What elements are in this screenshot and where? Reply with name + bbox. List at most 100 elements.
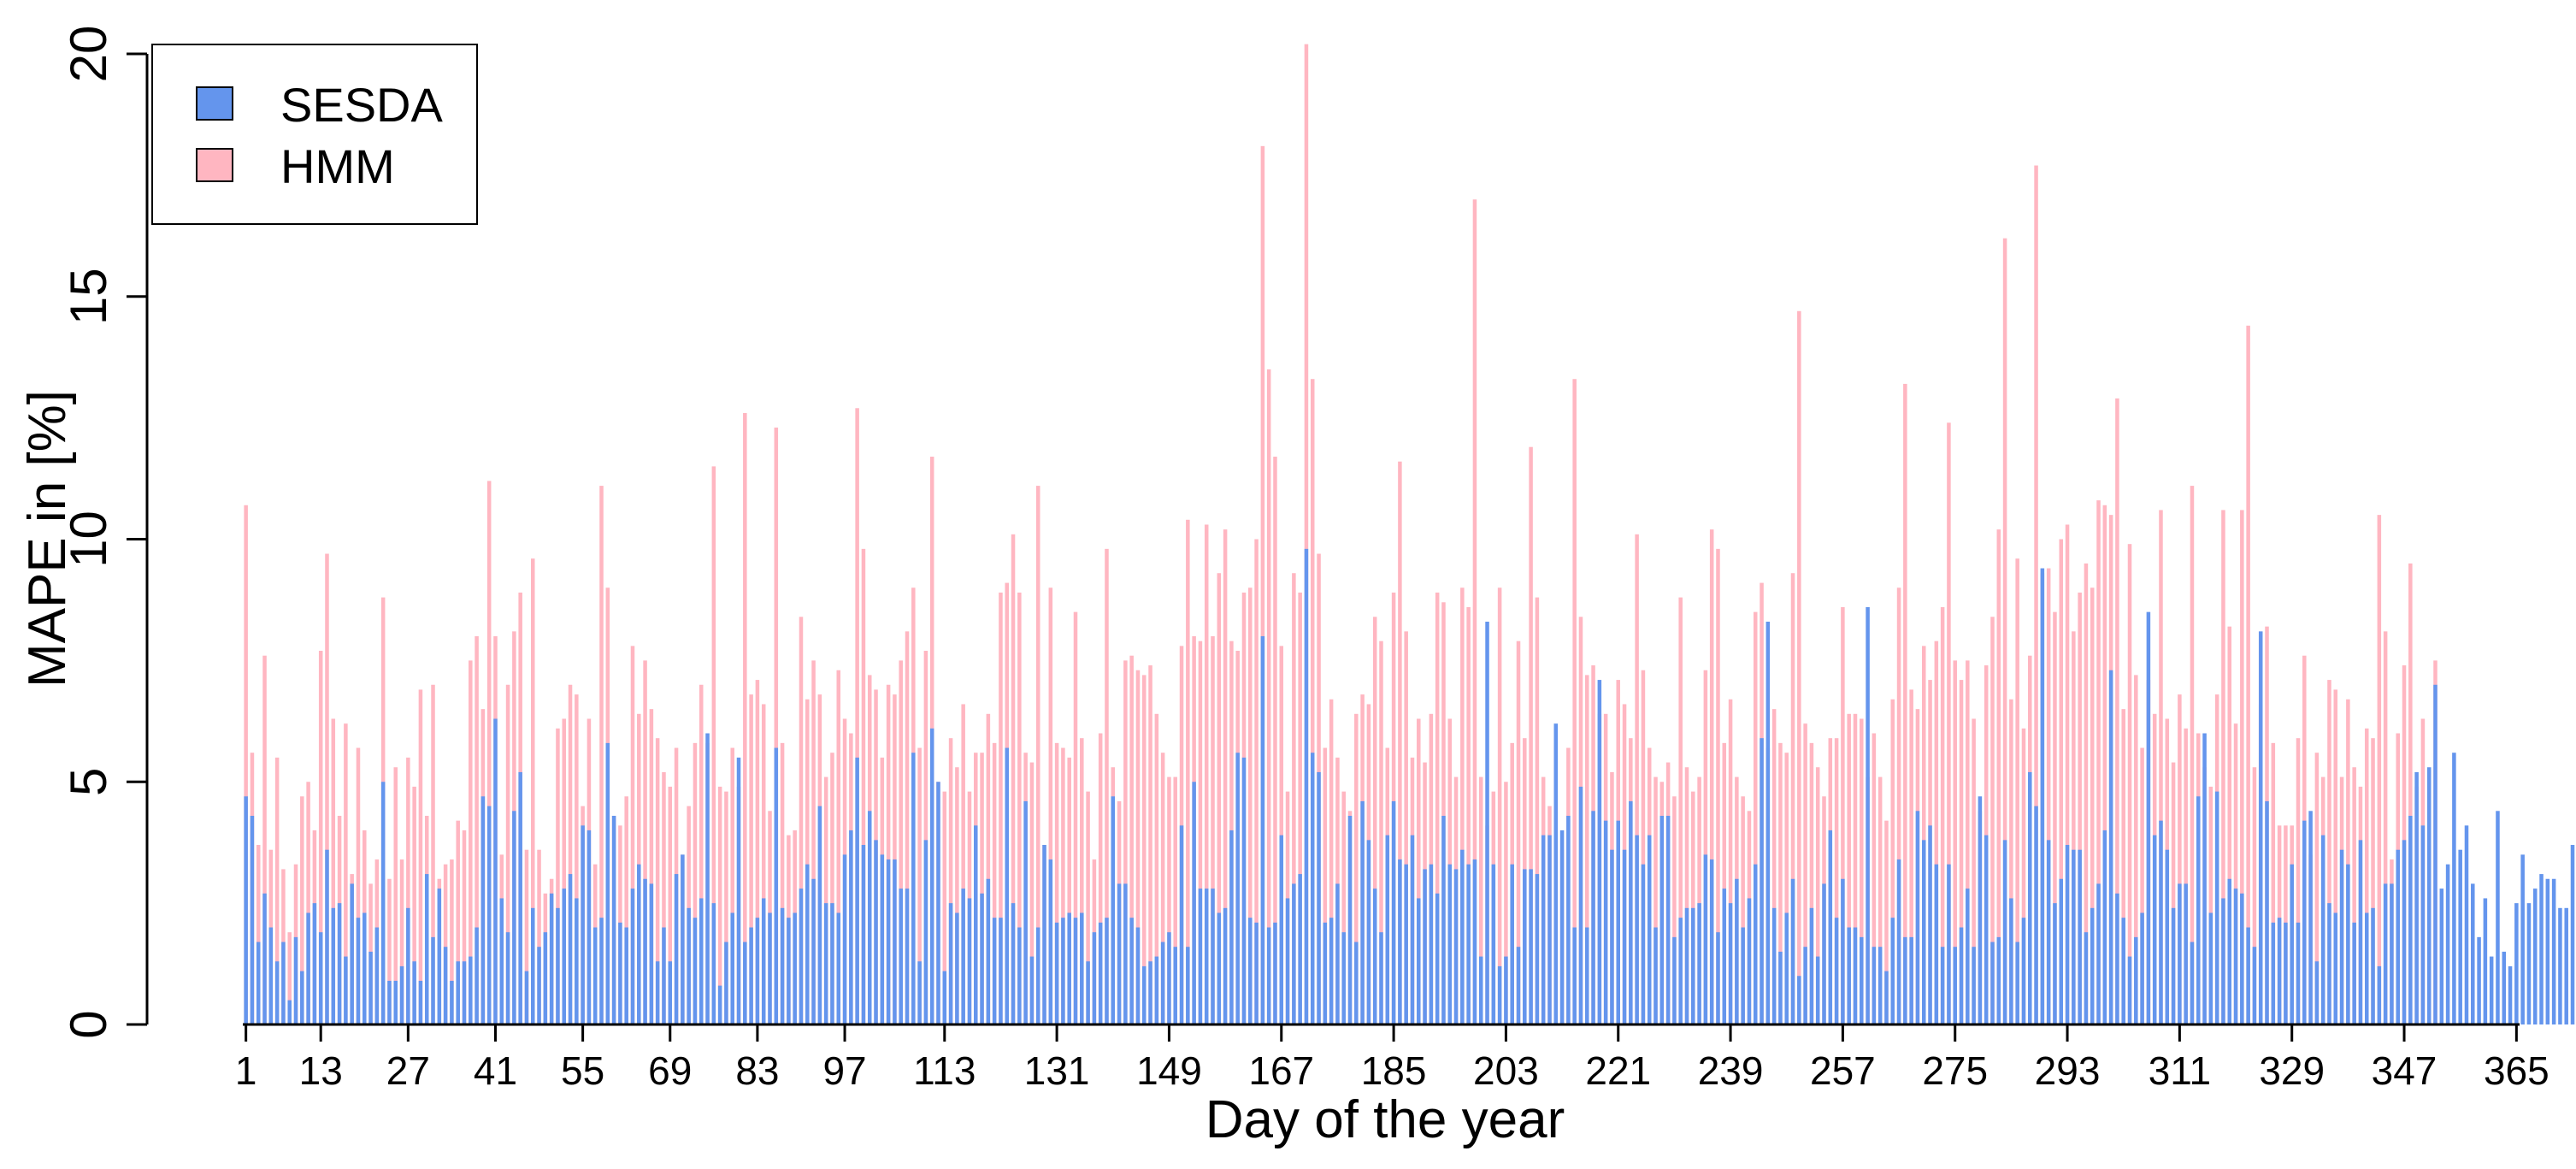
sesda-bar-day-341 (2364, 912, 2369, 1024)
y-tick-label-10: 10 (60, 511, 117, 568)
hmm-bar-day-316 (2208, 786, 2213, 1024)
hmm-bar-day-303 (2127, 544, 2132, 1024)
sesda-bar-day-61 (618, 922, 622, 1024)
hmm-bar-day-157 (1217, 573, 1222, 1024)
sesda-bar-day-188 (1410, 835, 1415, 1024)
hmm-bar-day-149 (1167, 776, 1171, 1024)
sesda-bar-day-324 (2258, 631, 2263, 1024)
sesda-bar-day-79 (730, 912, 734, 1024)
sesda-bar-day-202 (1497, 965, 1502, 1024)
sesda-bar-day-179 (1354, 942, 1359, 1024)
sesda-bar-day-344 (2383, 883, 2388, 1024)
hmm-bar-day-17 (344, 723, 348, 1024)
hmm-bar-day-338 (2346, 699, 2350, 1024)
hmm-bar-day-96 (836, 670, 841, 1024)
sesda-bar-day-274 (1947, 864, 1951, 1024)
sesda-bar-day-325 (2265, 800, 2269, 1024)
sesda-bar-day-212 (1559, 830, 1565, 1024)
hmm-bar-day-136 (1086, 791, 1090, 1024)
sesda-bar-day-66 (649, 883, 654, 1024)
hmm-bar-day-67 (655, 738, 660, 1024)
hmm-bar-day-321 (2240, 510, 2244, 1024)
hmm-bar-day-52 (562, 718, 566, 1024)
sesda-bar-day-231 (1678, 918, 1683, 1024)
sesda-bar-day-269 (1915, 811, 1920, 1024)
hmm-bar-day-69 (668, 786, 673, 1024)
sesda-bar-day-329 (2290, 864, 2294, 1024)
sesda-bar-day-357 (2464, 825, 2469, 1024)
hmm-bar-day-48 (537, 849, 541, 1024)
sesda-bar-day-354 (2445, 864, 2450, 1024)
sesda-bar-day-245 (1765, 621, 1771, 1024)
hmm-bar-day-274 (1947, 422, 1951, 1024)
hmm-bar-day-344 (2383, 631, 2388, 1024)
sesda-bar-day-284 (2009, 898, 2013, 1024)
sesda-bar-day-241 (1741, 927, 1745, 1024)
sesda-bar-day-7 (281, 942, 286, 1024)
hmm-bar-day-272 (1934, 641, 1939, 1024)
hmm-bar-day-147 (1154, 713, 1159, 1024)
hmm-bar-day-284 (2009, 699, 2013, 1024)
hmm-bar-day-275 (1953, 660, 1957, 1025)
hmm-bar-day-78 (724, 791, 728, 1024)
hmm-bar-day-171 (1304, 44, 1309, 1024)
hmm-bar-day-299 (2102, 505, 2107, 1024)
sesda-bar-day-315 (2202, 733, 2207, 1024)
hmm-bar-day-186 (1398, 461, 1402, 1024)
sesda-bar-day-246 (1771, 907, 1777, 1024)
hmm-bar-day-341 (2364, 728, 2369, 1024)
hmm-bar-day-106 (899, 660, 903, 1025)
hmm-bar-day-4 (262, 655, 267, 1024)
sesda-bar-day-129 (1042, 845, 1046, 1024)
sesda-bar-day-348 (2408, 815, 2413, 1024)
sesda-bar-day-88 (787, 918, 791, 1024)
sesda-bar-day-128 (1035, 927, 1040, 1024)
hmm-bar-day-170 (1298, 592, 1302, 1024)
sesda-bar-day-134 (1073, 918, 1078, 1024)
hmm-bar-day-318 (2221, 510, 2225, 1024)
sesda-bar-day-255 (1828, 830, 1833, 1024)
sesda-bar-day-201 (1491, 864, 1496, 1024)
hmm-bar-day-258 (1847, 713, 1851, 1024)
sesda-bar-day-300 (2108, 670, 2113, 1024)
sesda-bar-day-144 (1135, 927, 1141, 1024)
sesda-bar-day-109 (917, 961, 922, 1024)
sesda-bar-day-132 (1061, 918, 1065, 1024)
sesda-bar-day-337 (2339, 849, 2344, 1024)
hmm-bar-day-27 (406, 757, 410, 1025)
hmm-bar-day-348 (2408, 563, 2413, 1025)
sesda-bar-day-234 (1697, 903, 1701, 1025)
sesda-bar-day-235 (1703, 854, 1708, 1025)
sesda-bar-day-8 (287, 1000, 292, 1025)
sesda-bar-day-230 (1672, 936, 1677, 1024)
sesda-bar-day-124 (1011, 903, 1016, 1025)
hmm-bar-day-109 (917, 747, 922, 1024)
sesda-bar-day-222 (1622, 849, 1627, 1024)
sesda-bar-day-208 (1535, 874, 1540, 1024)
hmm-bar-day-225 (1641, 670, 1646, 1024)
hmm-bar-day-124 (1011, 534, 1016, 1024)
hmm-bar-day-320 (2233, 723, 2238, 1024)
sesda-bar-day-251 (1803, 947, 1807, 1024)
sesda-bar-day-120 (986, 878, 991, 1024)
hmm-bar-day-119 (980, 753, 984, 1024)
sesda-bar-day-196 (1460, 849, 1465, 1024)
hmm-bar-day-36 (462, 830, 467, 1024)
hmm-bar-day-273 (1940, 606, 1945, 1024)
x-tick-label-83: 83 (735, 1048, 779, 1093)
hmm-bar-day-342 (2371, 738, 2375, 1024)
hmm-bar-day-343 (2377, 515, 2382, 1025)
sesda-bar-day-24 (387, 980, 392, 1024)
hmm-bar-day-84 (761, 704, 766, 1024)
sesda-bar-day-119 (980, 893, 984, 1024)
sesda-bar-day-185 (1391, 800, 1396, 1024)
hmm-bar-day-142 (1123, 660, 1128, 1025)
sesda-bar-day-60 (611, 815, 616, 1024)
hmm-bar-day-169 (1292, 573, 1296, 1024)
hmm-bar-day-291 (2053, 611, 2057, 1025)
hmm-bar-day-135 (1080, 738, 1084, 1024)
sesda-bar-day-53 (568, 874, 573, 1024)
hmm-bar-day-19 (356, 747, 361, 1024)
hmm-bar-day-6 (274, 757, 280, 1025)
sesda-bar-day-292 (2059, 878, 2064, 1024)
